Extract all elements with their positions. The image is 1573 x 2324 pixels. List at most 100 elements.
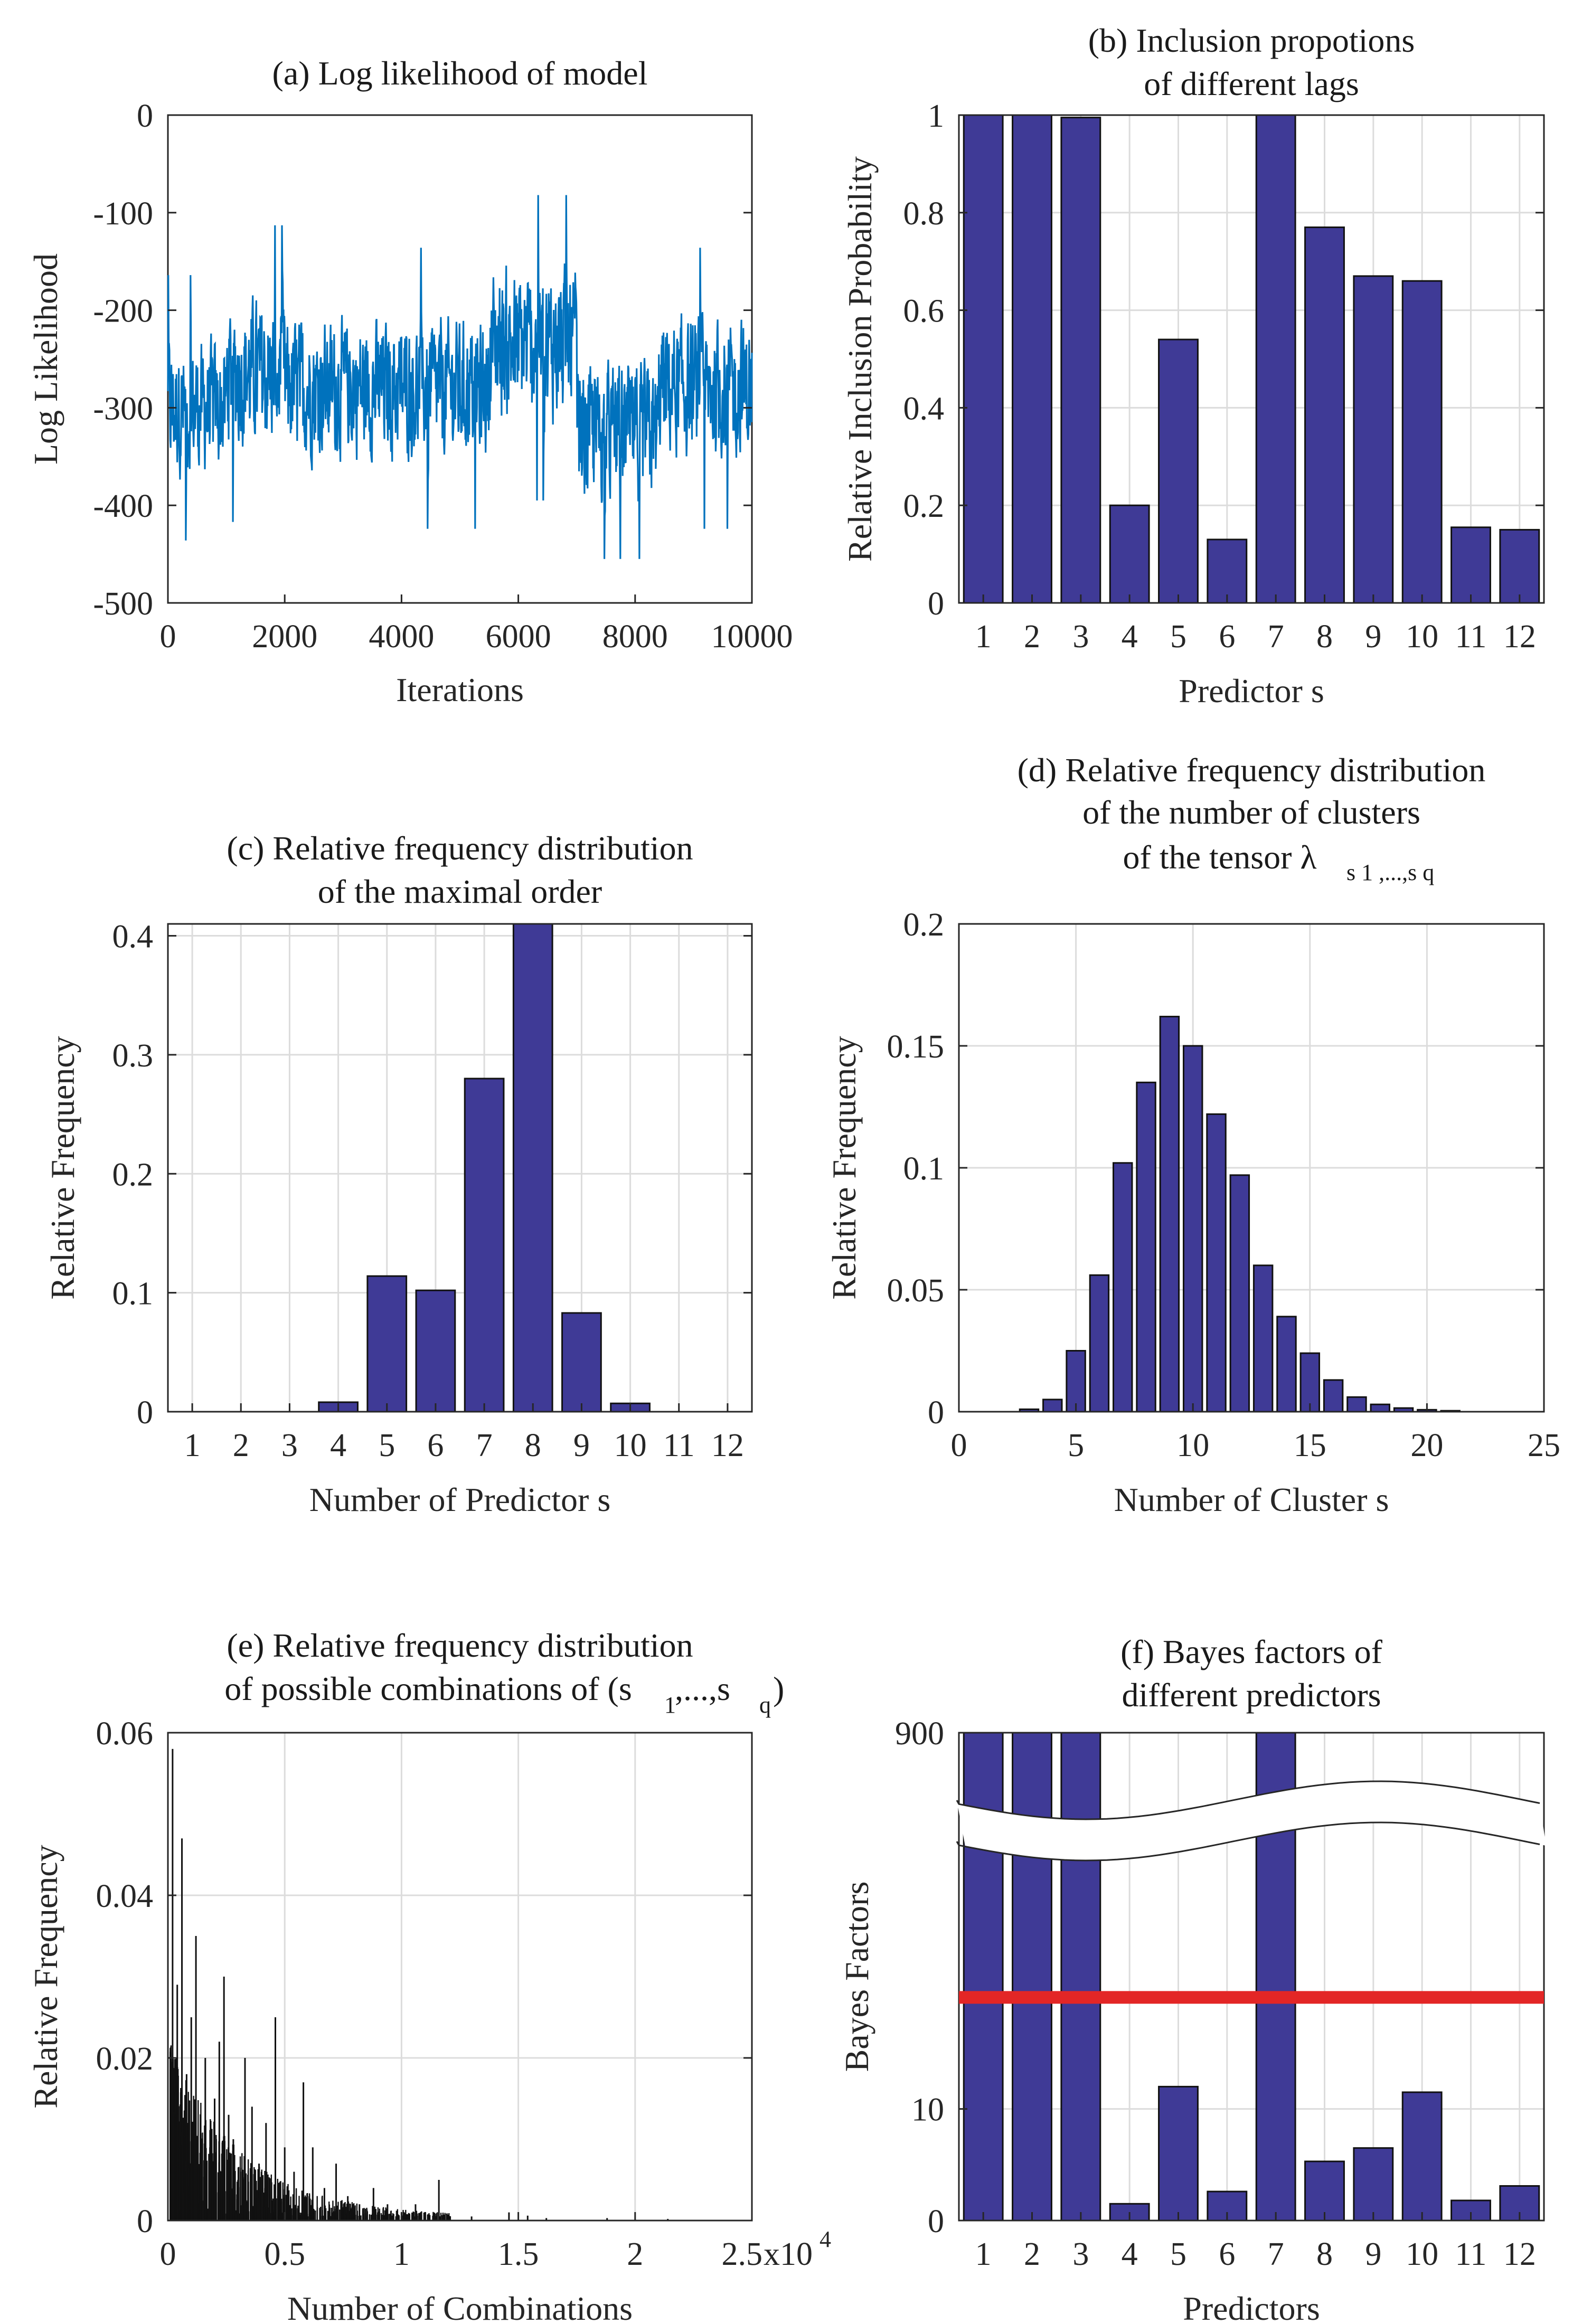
chart-b-bar-2 bbox=[1012, 114, 1052, 604]
chart-e-title-sub1: 1 bbox=[664, 1692, 676, 1718]
chart-f-xtick-label: 2 bbox=[1024, 2236, 1040, 2272]
chart-e-title-line-2: of possible combinations of (s bbox=[224, 1670, 632, 1707]
chart-e-title-close: ) bbox=[773, 1670, 784, 1707]
chart-d-bar-9 bbox=[1159, 1016, 1180, 1413]
chart-c-xtick-label: 7 bbox=[476, 1428, 493, 1463]
chart-d-ytick-label: 0.05 bbox=[887, 1273, 945, 1309]
chart-e-xtick-label: 1 bbox=[393, 2236, 410, 2272]
chart-a-series-line bbox=[167, 195, 753, 559]
chart-d-ytick-label: 0.2 bbox=[903, 907, 945, 943]
chart-f-ytick-label: 10 bbox=[911, 2092, 944, 2128]
chart-a-ytick-label: -500 bbox=[93, 586, 153, 622]
chart-d-bar-4 bbox=[1042, 1399, 1063, 1413]
chart-f-axis-break-line-upper bbox=[956, 1780, 1540, 1820]
chart-f-xtick-label: 6 bbox=[1219, 2236, 1235, 2272]
chart-e-title-sub2: q bbox=[759, 1692, 771, 1718]
chart-a-ytick-label: -400 bbox=[93, 488, 153, 524]
chart-d-ylabel: Relative Frequency bbox=[825, 1036, 863, 1299]
chart-b-title-line-1: (b) Inclusion propotions bbox=[1088, 22, 1415, 59]
chart-c-ytick-label: 0.4 bbox=[112, 919, 154, 955]
chart-b-ytick-label: 0.8 bbox=[903, 196, 945, 232]
chart-c-bar-9 bbox=[561, 1312, 602, 1413]
chart-a-ytick-label: 0 bbox=[137, 98, 153, 134]
chart-b-xtick-label: 2 bbox=[1024, 619, 1040, 655]
chart-b-bar-6 bbox=[1207, 539, 1248, 604]
chart-c-xtick-label: 3 bbox=[281, 1428, 298, 1463]
chart-f-bar-5 bbox=[1158, 2085, 1199, 2222]
chart-d-xtick-label: 20 bbox=[1410, 1428, 1443, 1463]
chart-f-bar-9 bbox=[1353, 2147, 1394, 2222]
chart-d-bar-17 bbox=[1346, 1396, 1367, 1413]
chart-f-title-line-1: (f) Bayes factors of bbox=[1120, 1633, 1382, 1670]
chart-c-xtick-label: 5 bbox=[379, 1428, 395, 1463]
chart-a-xtick-label: 2000 bbox=[252, 619, 317, 655]
chart-c-bar-7 bbox=[464, 1078, 505, 1413]
chart-b-xtick-label: 12 bbox=[1503, 619, 1536, 655]
chart-e-xtick-label: 0.5 bbox=[264, 2236, 305, 2272]
chart-a-xtick-label: 8000 bbox=[602, 619, 668, 655]
chart-e-x-exponent-power: 4 bbox=[820, 2226, 831, 2252]
chart-b-ytick-label: 1 bbox=[928, 98, 944, 134]
chart-f-xtick-label: 12 bbox=[1503, 2236, 1536, 2272]
chart-f-xlabel: Predictors bbox=[1183, 2290, 1320, 2324]
chart-b-xtick-label: 3 bbox=[1072, 619, 1089, 655]
chart-e-ytick-label: 0.06 bbox=[96, 1716, 154, 1752]
chart-c-xtick-label: 1 bbox=[184, 1428, 201, 1463]
chart-b-bar-7 bbox=[1255, 114, 1296, 604]
chart-a-xlabel: Iterations bbox=[396, 671, 524, 708]
chart-d-bar-18 bbox=[1370, 1403, 1390, 1413]
chart-f-bar-2 bbox=[1012, 1732, 1052, 2222]
chart-b-xtick-label: 7 bbox=[1268, 619, 1284, 655]
chart-d-xtick-label: 0 bbox=[951, 1428, 967, 1463]
chart-d-xlabel: Number of Cluster s bbox=[1114, 1481, 1389, 1518]
chart-c-xtick-label: 6 bbox=[427, 1428, 444, 1463]
chart-c-bar-8 bbox=[512, 923, 553, 1413]
chart-f-xtick-label: 10 bbox=[1406, 2236, 1438, 2272]
chart-d-title-line-3: of the tensor λ bbox=[1123, 838, 1317, 876]
chart-a-ytick-label: -300 bbox=[93, 391, 153, 427]
chart-d-ytick-label: 0 bbox=[928, 1395, 944, 1431]
chart-b-xtick-label: 11 bbox=[1455, 619, 1487, 655]
chart-b-bar-4 bbox=[1109, 504, 1150, 604]
chart-d-bar-7 bbox=[1113, 1162, 1133, 1413]
chart-f-title-line-2: different predictors bbox=[1122, 1676, 1381, 1714]
chart-e-title-tail: ,...,s bbox=[675, 1670, 730, 1707]
chart-d-title-subscript: s 1 ,...,s q bbox=[1346, 859, 1434, 885]
chart-c-bar-5 bbox=[366, 1275, 408, 1413]
chart-b-xtick-label: 6 bbox=[1219, 619, 1235, 655]
chart-b-bar-1 bbox=[963, 114, 1004, 604]
chart-b-bar-8 bbox=[1304, 226, 1345, 604]
chart-f-axis-break-band bbox=[957, 1781, 1546, 1860]
chart-f-axis-break-line-lower bbox=[956, 1821, 1540, 1862]
chart-b-ytick-label: 0.2 bbox=[903, 488, 945, 524]
chart-c-xtick-label: 8 bbox=[525, 1428, 541, 1463]
chart-c-title-line-1: (c) Relative frequency distribution bbox=[227, 829, 693, 867]
chart-f-ylabel: Bayes Factors bbox=[838, 1882, 875, 2072]
chart-c-ytick-label: 0.3 bbox=[112, 1038, 154, 1074]
chart-d-xtick-label: 10 bbox=[1176, 1428, 1209, 1463]
chart-f-bar-10 bbox=[1401, 2091, 1443, 2222]
chart-d-bar-15 bbox=[1299, 1352, 1321, 1413]
chart-d-bar-6 bbox=[1089, 1274, 1110, 1413]
chart-b-bar-10 bbox=[1401, 280, 1443, 604]
chart-a-ytick-label: -100 bbox=[93, 196, 153, 232]
chart-d-title-line-1: (d) Relative frequency distribution bbox=[1018, 751, 1486, 789]
chart-b-xtick-label: 5 bbox=[1170, 619, 1186, 655]
chart-c-xtick-label: 10 bbox=[614, 1428, 647, 1463]
chart-e-xlabel: Number of Combinations bbox=[287, 2290, 633, 2324]
chart-c-title-line-2: of the maximal order bbox=[318, 873, 602, 910]
chart-d-xtick-label: 5 bbox=[1068, 1428, 1084, 1463]
chart-a-title-line-1: (a) Log likelihood of model bbox=[272, 54, 648, 92]
chart-b-axes-box bbox=[958, 114, 1545, 604]
chart-b-xtick-label: 9 bbox=[1365, 619, 1381, 655]
chart-f-ytick-label: 0 bbox=[928, 2204, 944, 2240]
chart-e-title-line-1: (e) Relative frequency distribution bbox=[227, 1627, 693, 1664]
chart-b-xlabel: Predictor s bbox=[1179, 672, 1324, 710]
chart-b-bar-11 bbox=[1450, 526, 1491, 604]
chart-c-ytick-label: 0.2 bbox=[112, 1157, 154, 1193]
chart-e-xtick-label: 2.5 bbox=[722, 2236, 763, 2272]
chart-e-x-exponent-base: x10 bbox=[764, 2236, 813, 2272]
chart-d-xtick-label: 15 bbox=[1294, 1428, 1326, 1463]
chart-e-xtick-label: 2 bbox=[627, 2236, 643, 2272]
chart-f-ytick-label: 900 bbox=[895, 1716, 944, 1752]
